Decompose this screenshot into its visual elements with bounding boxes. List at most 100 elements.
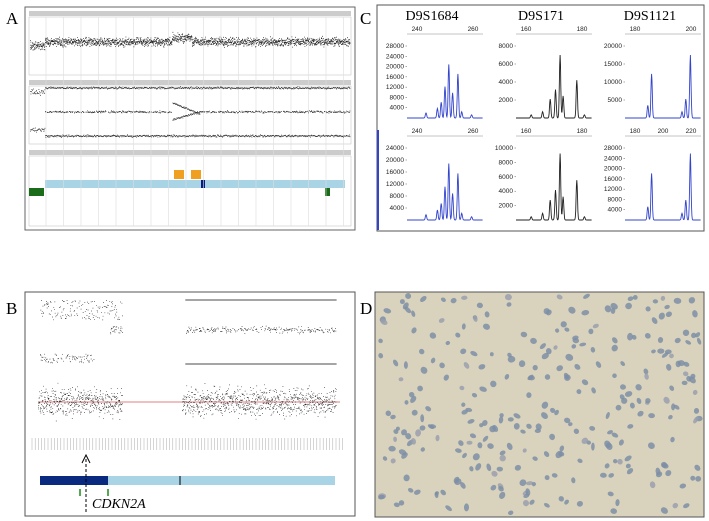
cell-nucleus (543, 451, 550, 458)
cell-nucleus (473, 315, 478, 322)
cell-nucleus (665, 311, 672, 318)
cell-nucleus (644, 373, 649, 380)
cell-nucleus (620, 361, 626, 367)
cell-nucleus (498, 416, 504, 424)
cell-nucleus (693, 408, 700, 414)
cell-nucleus (664, 304, 670, 310)
cell-nucleus (612, 373, 617, 379)
cell-nucleus (545, 348, 552, 355)
cell-nucleus (690, 475, 696, 481)
cell-nucleus (410, 396, 417, 403)
cell-nucleus (460, 482, 466, 489)
cell-nucleus (605, 412, 610, 419)
y-tick-label: 16000 (386, 74, 404, 81)
cell-nucleus (560, 321, 567, 328)
y-tick-label: 15000 (604, 61, 622, 68)
y-tick-label: 10000 (604, 79, 622, 86)
cell-nucleus (462, 452, 467, 459)
cell-nucleus (529, 499, 535, 505)
panel-a (28, 11, 352, 227)
cell-nucleus (636, 397, 642, 404)
cell-nucleus (382, 456, 388, 461)
copy-number-dots (30, 31, 351, 51)
cell-nucleus (695, 475, 702, 482)
cell-nucleus (531, 482, 536, 487)
cell-nucleus (425, 406, 432, 412)
y-tick-label: 4000 (390, 105, 405, 112)
electropherogram (407, 64, 483, 119)
cell-nucleus (486, 463, 492, 472)
y-tick-label: 20000 (604, 166, 622, 173)
cell-nucleus (677, 360, 685, 367)
cell-nucleus (554, 409, 559, 416)
cell-nucleus (440, 489, 446, 496)
cell-nucleus (573, 428, 580, 435)
cell-nucleus (681, 380, 688, 386)
cell-nucleus (460, 348, 467, 355)
cell-nucleus (664, 349, 672, 355)
cell-nucleus (491, 470, 498, 477)
track (28, 85, 352, 145)
cell-nucleus (482, 323, 491, 330)
cell-nucleus (496, 466, 503, 472)
track-header (29, 80, 351, 85)
y-tick-label: 16000 (386, 169, 404, 176)
x-tick-label: 180 (630, 128, 641, 135)
cell-nucleus (564, 499, 569, 505)
x-tick-label: 180 (630, 26, 641, 33)
cell-nucleus (522, 448, 527, 453)
cell-nucleus (694, 464, 701, 471)
cell-nucleus (393, 429, 399, 434)
cell-nucleus (588, 328, 594, 335)
cell-nucleus (558, 496, 564, 502)
electropherogram (516, 54, 592, 119)
cell-nucleus (643, 368, 649, 375)
cell-nucleus (469, 466, 474, 472)
cell-nucleus (411, 327, 417, 334)
cell-nucleus (576, 500, 583, 507)
cell-nucleus (608, 473, 614, 478)
segment-navy (40, 476, 108, 485)
y-tick-label: 24000 (604, 155, 622, 162)
x-tick-label: 240 (412, 26, 423, 33)
cell-nucleus (378, 494, 385, 500)
panel-label: A (6, 9, 19, 28)
y-tick-label: 6000 (499, 61, 514, 68)
y-tick-label: 4000 (499, 188, 514, 195)
cell-nucleus (455, 448, 462, 453)
cell-nucleus (627, 332, 633, 341)
electropherogram (625, 153, 701, 221)
y-tick-label: 2000 (499, 203, 514, 210)
cell-nucleus (490, 484, 497, 491)
cell-nucleus (398, 500, 405, 506)
cell-nucleus (427, 424, 434, 429)
cell-nucleus (693, 416, 699, 424)
cell-nucleus (499, 413, 504, 418)
cell-nucleus (403, 361, 408, 369)
cell-nucleus (651, 317, 658, 324)
cell-nucleus (482, 435, 489, 442)
cell-nucleus (378, 338, 383, 344)
cell-nucleus (611, 432, 619, 438)
tissue-image (374, 291, 705, 518)
cell-nucleus (526, 423, 532, 429)
cell-nucleus (520, 429, 526, 434)
cell-nucleus (393, 502, 400, 508)
cell-nucleus (568, 422, 573, 427)
track (28, 16, 352, 76)
y-tick-label: 20000 (604, 43, 622, 50)
cell-nucleus (478, 364, 486, 370)
cell-nucleus (670, 436, 675, 443)
segment-orange (191, 170, 201, 179)
cell-nucleus (564, 417, 571, 424)
cell-nucleus (644, 332, 651, 339)
cell-nucleus (645, 306, 651, 312)
segment-bar (40, 476, 335, 485)
cell-nucleus (461, 323, 466, 330)
cell-nucleus (674, 337, 681, 344)
cell-nucleus (591, 387, 596, 394)
cell-nucleus (393, 436, 398, 442)
cell-nucleus (692, 310, 698, 318)
cell-nucleus (661, 463, 669, 469)
cell-nucleus (417, 385, 423, 392)
